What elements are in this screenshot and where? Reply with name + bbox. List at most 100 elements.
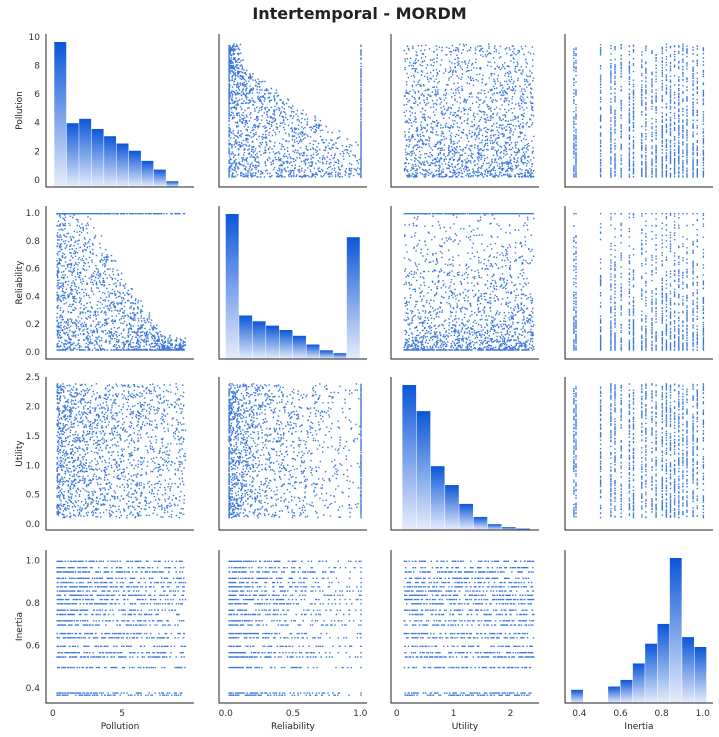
hist-bar-utility-0 [402,385,417,530]
axes-spine [564,206,713,360]
hist-bar-pollution-4 [104,136,117,187]
axes-spine [390,34,539,188]
y-tick-label: 1.0 [26,209,41,219]
panel-inertia-vs-utility [390,550,539,704]
x-axis-label-pollution: Pollution [101,722,140,732]
axes-spine [390,550,539,704]
hist-bar-utility-3 [445,485,459,530]
scatter-points-pollution-vs-utility [403,43,535,178]
hist-bar-utility-6 [487,524,502,530]
axes-spine [218,34,367,188]
hist-bar-inertia-10 [694,646,707,703]
figure-title: Intertemporal - MORDM [252,4,467,23]
x-tick-label: 0.5 [286,709,300,719]
axes-spine [390,377,539,531]
y-tick-label: 2.0 [26,402,41,412]
axes-spine [218,550,367,704]
hist-bar-utility-5 [473,516,488,530]
scatter-points-pollution-vs-reliability [228,43,362,178]
y-tick-label: 0.0 [26,348,41,358]
y-tick-label: 0.4 [26,292,41,302]
hist-bar-reliability-2 [252,321,266,359]
x-tick-label: 0.6 [613,709,628,719]
scatter-points-inertia-vs-utility [403,560,535,696]
hist-bar-inertia-6 [645,643,657,703]
hist-bar-utility-2 [430,466,445,530]
axes-spine [45,34,194,188]
x-tick-label: 0 [50,709,56,719]
y-tick-label: 8 [34,61,40,71]
hist-bar-utility-1 [416,411,431,530]
panel-pollution-vs-utility [390,34,539,188]
hist-bar-reliability-8 [333,353,347,359]
hist-bar-pollution-5 [116,143,129,187]
hist-bar-pollution-8 [153,169,166,187]
hist-bar-inertia-4 [620,679,633,703]
scatter-points-inertia-vs-pollution [56,560,187,696]
x-tick-label: 0 [394,709,400,719]
y-axis-label-inertia: Inertia [15,612,25,641]
y-axis-label-utility: Utility [15,440,25,467]
x-tick-label: 0.4 [572,709,587,719]
x-tick-label: 5 [119,709,125,719]
y-tick-label: 0.8 [26,237,41,247]
hist-bar-pollution-3 [91,129,104,187]
y-tick-label: 0 [34,176,40,186]
x-tick-label: 2 [508,709,514,719]
hist-bar-reliability-7 [319,350,333,359]
panel-utility-vs-pollution [45,377,194,531]
hist-bar-inertia-7 [657,623,670,703]
x-axis-label-inertia: Inertia [624,722,653,732]
panel-inertia-vs-pollution [45,550,194,704]
y-tick-label: 2.5 [26,373,40,383]
axes-spine [45,377,194,531]
hist-bar-reliability-9 [346,237,360,359]
y-tick-label: 0.6 [26,642,41,652]
hist-bar-reliability-5 [293,335,306,359]
hist-bar-pollution-0 [54,42,67,187]
hist-bar-inertia-5 [632,663,645,703]
hist-bar-inertia-0 [571,689,583,703]
hist-bar-pollution-7 [141,160,154,187]
x-tick-label: 1 [451,709,457,719]
y-tick-label: 0.5 [26,491,40,501]
panel-inertia-vs-reliability [218,550,367,704]
scatter-points-reliability-vs-pollution [56,213,187,351]
scatter-points-pollution-vs-inertia [573,43,705,178]
axes-spine [218,377,367,531]
scatter-points-utility-vs-inertia [573,383,705,519]
hist-bar-utility-7 [502,527,516,530]
hist-bar-pollution-9 [166,181,179,187]
y-tick-label: 10 [29,33,41,43]
panel-reliability-vs-reliability [218,206,367,360]
panel-utility-vs-inertia [564,377,713,531]
y-tick-label: 4 [34,119,40,129]
scatter-points-reliability-vs-inertia [573,213,705,351]
x-tick-label: 1.0 [696,709,711,719]
y-tick-label: 2 [34,147,40,157]
y-tick-label: 1.5 [26,432,40,442]
y-axis-label-pollution: Pollution [15,91,25,130]
x-tick-label: 1.0 [353,709,368,719]
scatter-points-utility-vs-pollution [56,383,187,519]
panel-inertia-vs-inertia [564,550,713,704]
panel-pollution-vs-inertia [564,34,713,188]
hist-bar-reliability-3 [266,325,280,359]
hist-bar-reliability-1 [239,315,253,359]
y-tick-label: 0.0 [26,520,41,530]
x-axis-label-reliability: Reliability [271,722,316,732]
hist-bar-inertia-3 [608,686,620,703]
axes-spine [564,377,713,531]
panel-reliability-vs-utility [390,206,539,360]
hist-bar-reliability-6 [306,344,320,359]
x-tick-label: 0.8 [654,709,669,719]
hist-bar-pollution-1 [66,123,79,187]
axes-spine [45,550,194,704]
y-tick-label: 6 [34,90,40,100]
hist-bar-utility-4 [459,503,474,530]
panel-utility-vs-reliability [218,377,367,531]
scatter-points-reliability-vs-utility [403,213,535,351]
y-tick-label: 0.6 [26,265,41,275]
panel-reliability-vs-inertia [564,206,713,360]
